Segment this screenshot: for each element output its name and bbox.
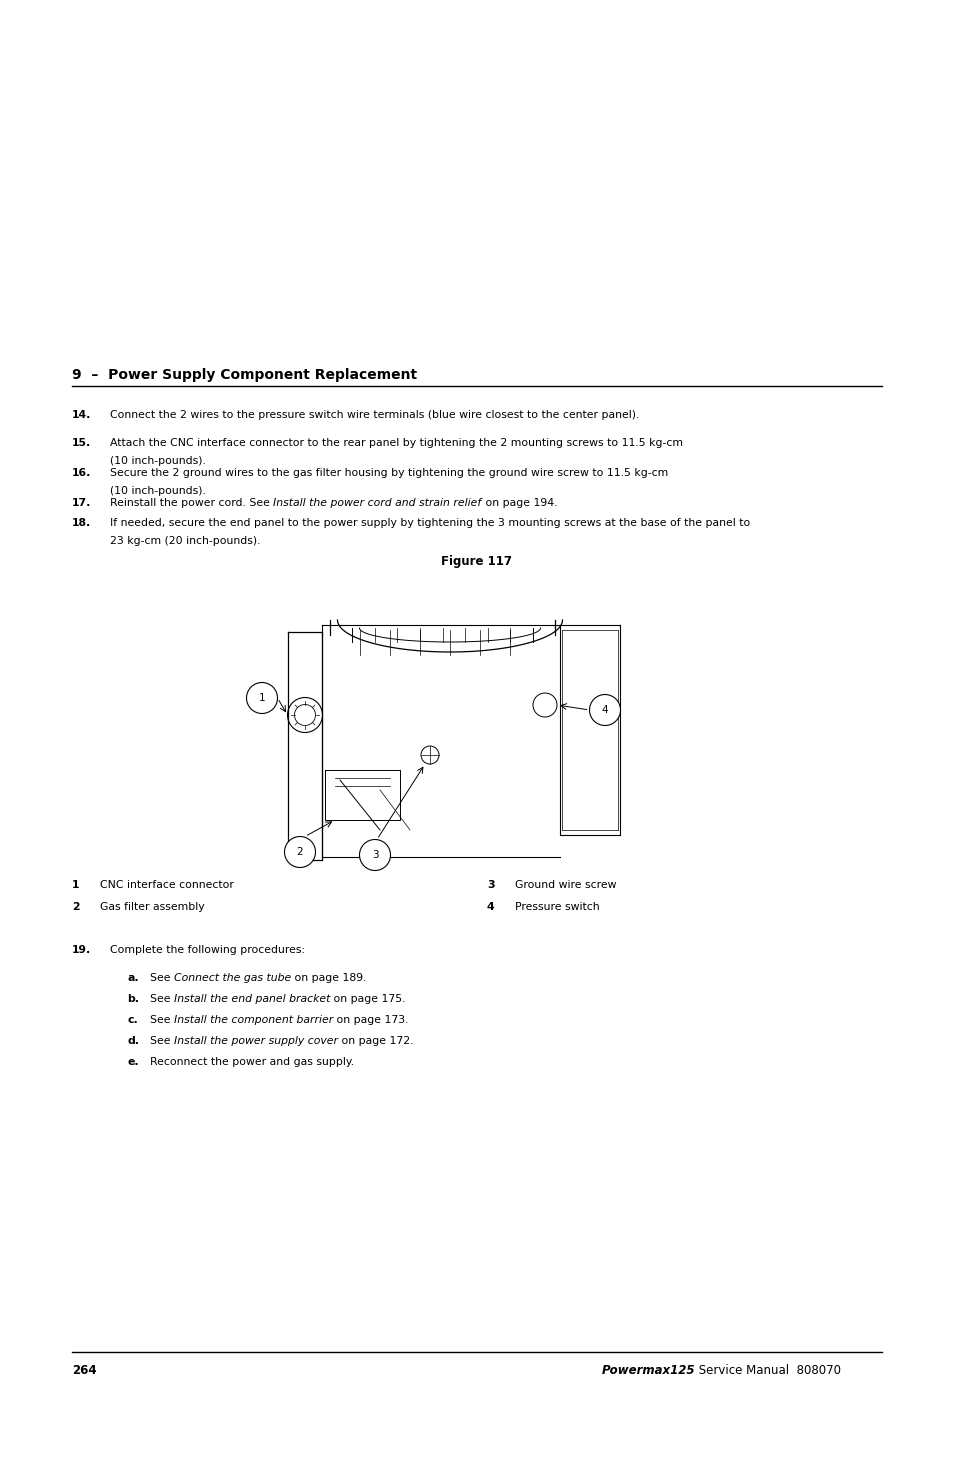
Text: b.: b. [127,994,139,1004]
Circle shape [284,836,315,867]
Text: Gas filter assembly: Gas filter assembly [100,903,204,912]
Text: 23 kg-cm (20 inch-pounds).: 23 kg-cm (20 inch-pounds). [110,535,260,546]
Text: Pressure switch: Pressure switch [515,903,599,912]
Text: 9  –  Power Supply Component Replacement: 9 – Power Supply Component Replacement [71,367,416,382]
Text: Connect the gas tube: Connect the gas tube [173,974,291,982]
Text: 3: 3 [372,850,378,860]
Text: c.: c. [127,1015,137,1025]
Text: Install the end panel bracket: Install the end panel bracket [173,994,330,1004]
Text: If needed, secure the end panel to the power supply by tightening the 3 mounting: If needed, secure the end panel to the p… [110,518,749,528]
Text: 1: 1 [71,881,79,889]
Text: 2: 2 [71,903,79,912]
Text: 16.: 16. [71,468,91,478]
Text: 1: 1 [258,693,265,704]
Text: 19.: 19. [71,945,91,954]
Text: Powermax125: Powermax125 [601,1364,695,1378]
Text: e.: e. [127,1058,138,1066]
Text: 4: 4 [601,705,608,715]
Text: See: See [150,1035,173,1046]
Text: on page 173.: on page 173. [333,1015,408,1025]
Text: 3: 3 [486,881,494,889]
Text: Ground wire screw: Ground wire screw [515,881,616,889]
Text: 2: 2 [296,847,303,857]
Text: Install the power cord and strain relief: Install the power cord and strain relief [274,499,481,507]
Text: 15.: 15. [71,438,91,448]
Text: Complete the following procedures:: Complete the following procedures: [110,945,305,954]
Text: 18.: 18. [71,518,91,528]
Text: 4: 4 [486,903,494,912]
Text: on page 172.: on page 172. [337,1035,413,1046]
Text: See: See [150,994,173,1004]
Text: CNC interface connector: CNC interface connector [100,881,233,889]
Text: 14.: 14. [71,410,91,420]
Circle shape [246,683,277,714]
Text: d.: d. [127,1035,139,1046]
Text: Connect the 2 wires to the pressure switch wire terminals (blue wire closest to : Connect the 2 wires to the pressure swit… [110,410,639,420]
Text: See: See [150,1015,173,1025]
Text: Figure 117: Figure 117 [441,555,512,568]
Text: 264: 264 [71,1364,96,1378]
Text: Reinstall the power cord. See: Reinstall the power cord. See [110,499,274,507]
Text: on page 194.: on page 194. [481,499,557,507]
Text: Reconnect the power and gas supply.: Reconnect the power and gas supply. [150,1058,354,1066]
Text: Service Manual  808070: Service Manual 808070 [695,1364,841,1378]
Text: Install the component barrier: Install the component barrier [173,1015,333,1025]
Text: Attach the CNC interface connector to the rear panel by tightening the 2 mountin: Attach the CNC interface connector to th… [110,438,682,448]
Text: Install the power supply cover: Install the power supply cover [173,1035,337,1046]
Text: (10 inch-pounds).: (10 inch-pounds). [110,456,206,466]
Text: 17.: 17. [71,499,91,507]
Text: Secure the 2 ground wires to the gas filter housing by tightening the ground wir: Secure the 2 ground wires to the gas fil… [110,468,667,478]
Text: on page 175.: on page 175. [330,994,405,1004]
Circle shape [589,695,619,726]
Text: a.: a. [127,974,138,982]
Text: See: See [150,974,173,982]
Circle shape [359,839,390,870]
Text: on page 189.: on page 189. [291,974,366,982]
Text: (10 inch-pounds).: (10 inch-pounds). [110,485,206,496]
